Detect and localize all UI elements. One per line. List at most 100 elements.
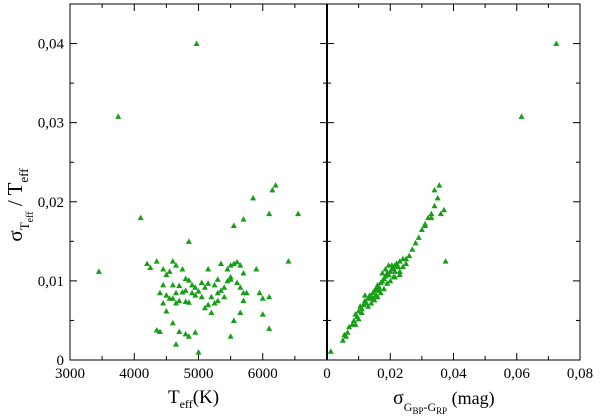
data-point xyxy=(399,263,406,270)
data-point xyxy=(376,284,383,290)
x-tick-label: 5000 xyxy=(184,366,214,382)
data-point xyxy=(344,329,351,335)
data-point xyxy=(211,300,218,306)
data-point xyxy=(176,282,183,289)
data-point xyxy=(173,289,180,296)
data-point xyxy=(365,303,372,309)
data-point xyxy=(169,295,176,301)
data-point xyxy=(434,194,441,201)
data-point xyxy=(428,210,435,217)
data-point xyxy=(208,309,215,316)
x-tick-label: 0,06 xyxy=(504,366,531,382)
data-point xyxy=(214,289,221,296)
left-panel-frame xyxy=(69,3,328,361)
data-point xyxy=(230,260,237,266)
data-point xyxy=(95,268,102,274)
data-point xyxy=(431,186,438,193)
data-point xyxy=(266,293,273,300)
data-point xyxy=(342,333,349,339)
x-tick-label: 0 xyxy=(323,366,331,382)
left-panel: 3000 4000 5000 6000 0 0,01 0,02 0,03 0,04 xyxy=(38,3,328,382)
data-point xyxy=(221,293,228,300)
data-point xyxy=(418,226,425,232)
svg-text:Teff(K): Teff(K) xyxy=(168,387,219,411)
data-point xyxy=(396,271,403,278)
data-point xyxy=(147,264,154,270)
data-point xyxy=(391,268,398,274)
data-point xyxy=(144,260,151,266)
data-point xyxy=(237,262,244,268)
y-tick-label: 0 xyxy=(57,353,65,369)
data-point xyxy=(221,284,228,290)
data-point xyxy=(169,281,176,288)
data-point xyxy=(436,182,443,188)
data-point xyxy=(266,325,273,331)
data-point xyxy=(382,273,389,279)
data-point xyxy=(365,295,372,301)
data-point xyxy=(395,263,402,270)
x-tick-label: 3000 xyxy=(55,366,85,382)
data-point xyxy=(327,348,334,354)
data-point xyxy=(227,276,234,282)
data-point xyxy=(211,281,218,288)
data-point xyxy=(355,307,362,314)
data-point xyxy=(384,280,391,286)
data-point xyxy=(269,186,276,193)
data-point xyxy=(182,330,189,337)
data-point xyxy=(360,301,367,308)
data-point xyxy=(217,260,224,266)
data-point xyxy=(355,315,362,322)
data-point xyxy=(179,288,186,295)
data-point xyxy=(240,216,247,222)
data-point xyxy=(361,292,368,298)
data-point xyxy=(346,323,353,330)
data-point xyxy=(201,284,208,290)
data-point xyxy=(237,309,244,316)
y-tick-label: 0,04 xyxy=(38,37,65,53)
data-point xyxy=(195,288,202,294)
data-point xyxy=(192,329,199,335)
data-point xyxy=(352,321,359,327)
data-point xyxy=(176,328,183,335)
data-point xyxy=(227,262,234,268)
data-point xyxy=(173,262,180,268)
data-point xyxy=(192,284,199,290)
data-point xyxy=(156,289,163,296)
data-point xyxy=(256,289,263,296)
data-point xyxy=(234,258,241,265)
x-tick-label: 0,02 xyxy=(377,366,403,382)
data-point xyxy=(437,210,444,217)
data-point xyxy=(406,252,413,259)
data-point xyxy=(253,266,260,272)
data-point xyxy=(185,333,192,339)
data-point xyxy=(387,277,394,284)
x-tick-label: 4000 xyxy=(119,366,149,382)
data-point xyxy=(339,337,346,343)
data-point xyxy=(396,258,403,264)
data-point xyxy=(156,328,163,335)
svg-text:σGBP-GRP (mag): σGBP-GRP (mag) xyxy=(393,387,495,416)
data-point xyxy=(422,220,429,227)
data-point xyxy=(431,202,438,209)
data-point xyxy=(224,266,231,272)
data-point xyxy=(230,222,237,229)
data-point xyxy=(185,299,192,305)
data-point xyxy=(153,258,160,264)
data-point xyxy=(373,292,380,298)
data-point xyxy=(266,210,273,217)
data-point xyxy=(441,206,448,213)
data-point xyxy=(208,293,215,300)
data-point xyxy=(198,279,205,285)
x-axis-label-left: Teff(K) xyxy=(168,387,219,411)
data-point xyxy=(368,300,375,306)
data-point xyxy=(237,284,244,290)
data-point xyxy=(163,292,170,298)
data-point xyxy=(224,277,231,284)
data-point xyxy=(259,295,266,301)
data-point xyxy=(428,214,435,221)
data-point xyxy=(193,40,200,47)
data-point xyxy=(185,238,192,244)
y-axis-label: σTeff / Teff xyxy=(3,168,36,242)
data-point xyxy=(285,258,292,264)
